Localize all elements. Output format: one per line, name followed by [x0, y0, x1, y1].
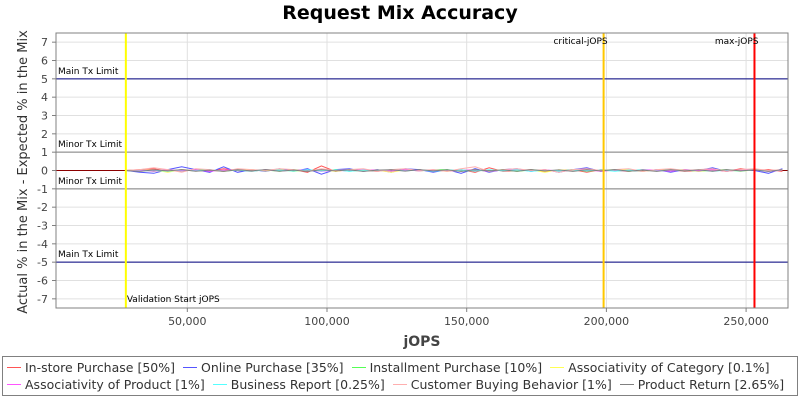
y-tick-label: -5: [37, 256, 48, 269]
legend-swatch: [351, 367, 366, 368]
legend-label: Installment Purchase [10%]: [369, 360, 543, 375]
legend-label: In-store Purchase [50%]: [25, 360, 175, 375]
marker-label: Validation Start jOPS: [127, 295, 220, 305]
legend-label: Business Report [0.25%]: [230, 377, 385, 392]
legend-swatch: [212, 384, 227, 385]
vertical-markers: Validation Start jOPS critical-jOPS max-jO…: [124, 33, 759, 308]
x-axis-label: jOPS: [402, 334, 440, 350]
legend-swatch: [392, 384, 407, 385]
legend-item: In-store Purchase [50%]: [7, 360, 175, 375]
series-line: [125, 169, 783, 172]
legend-item: Online Purchase [35%]: [182, 360, 344, 375]
legend-label: Customer Buying Behavior [1%]: [410, 377, 612, 392]
limit-label: Minor Tx Limit: [58, 140, 123, 150]
limit-label: Main Tx Limit: [58, 250, 119, 260]
x-tick-label: 200,000: [584, 315, 630, 328]
y-tick-label: 6: [41, 55, 48, 68]
legend-item: Installment Purchase [10%]: [351, 360, 543, 375]
legend-label: Online Purchase [35%]: [200, 360, 344, 375]
y-tick-label: -4: [37, 238, 48, 251]
y-tick-label: 1: [41, 146, 48, 159]
chart-title: Request Mix Accuracy: [282, 2, 518, 24]
series-layer: [125, 165, 783, 175]
limit-label: Minor Tx Limit: [58, 177, 123, 187]
y-tick-label: 5: [41, 73, 48, 86]
x-tick-label: 100,000: [304, 315, 350, 328]
legend-swatch: [7, 367, 21, 368]
y-tick-label: -2: [37, 201, 48, 214]
y-tick-label: -7: [37, 293, 48, 306]
x-tick-label: 50,000: [168, 315, 207, 328]
marker-label: max-jOPS: [715, 37, 759, 47]
x-tick-label: 250,000: [723, 315, 769, 328]
series-line: [125, 166, 783, 173]
y-tick-label: 3: [41, 110, 48, 123]
y-tick-label: 7: [41, 36, 48, 49]
legend-item: Associativity of Product [1%]: [7, 377, 205, 392]
y-tick-label: 4: [41, 91, 48, 104]
y-tick-label: -1: [37, 183, 48, 196]
series-line: [125, 166, 783, 175]
plot-area: Main Tx Limit Minor Tx Limit Minor Tx Limi…: [16, 30, 789, 350]
legend-swatch: [550, 367, 565, 368]
legend-label: Associativity of Product [1%]: [25, 377, 205, 392]
x-tick-label: 150,000: [444, 315, 490, 328]
y-tick-label: 2: [41, 128, 48, 141]
legend-item: Product Return [2.65%]: [619, 377, 785, 392]
legend-item: Associativity of Category [0.1%]: [550, 360, 770, 375]
y-axis-label: Actual % in the Mix - Expected % in the …: [16, 30, 31, 314]
legend-swatch: [182, 367, 197, 368]
y-tick-label: 0: [41, 165, 48, 178]
legend-label: Product Return [2.65%]: [637, 377, 785, 392]
legend: In-store Purchase [50%] Online Purchase […: [2, 356, 798, 396]
legend-item: Business Report [0.25%]: [212, 377, 385, 392]
legend-swatch: [619, 384, 634, 385]
legend-label: Associativity of Category [0.1%]: [568, 360, 770, 375]
legend-item: Customer Buying Behavior [1%]: [392, 377, 612, 392]
legend-swatch: [7, 384, 21, 385]
y-tick-label: -3: [37, 220, 48, 233]
y-tick-label: -6: [37, 275, 48, 288]
limit-label: Main Tx Limit: [58, 67, 119, 77]
marker-label: critical-jOPS: [553, 37, 607, 47]
axis-layer: -7 -6 -5 -4 -3 -2 -1 0 1 2 3 4 5 6 7 50,000 100,000 150,0…: [37, 32, 789, 328]
